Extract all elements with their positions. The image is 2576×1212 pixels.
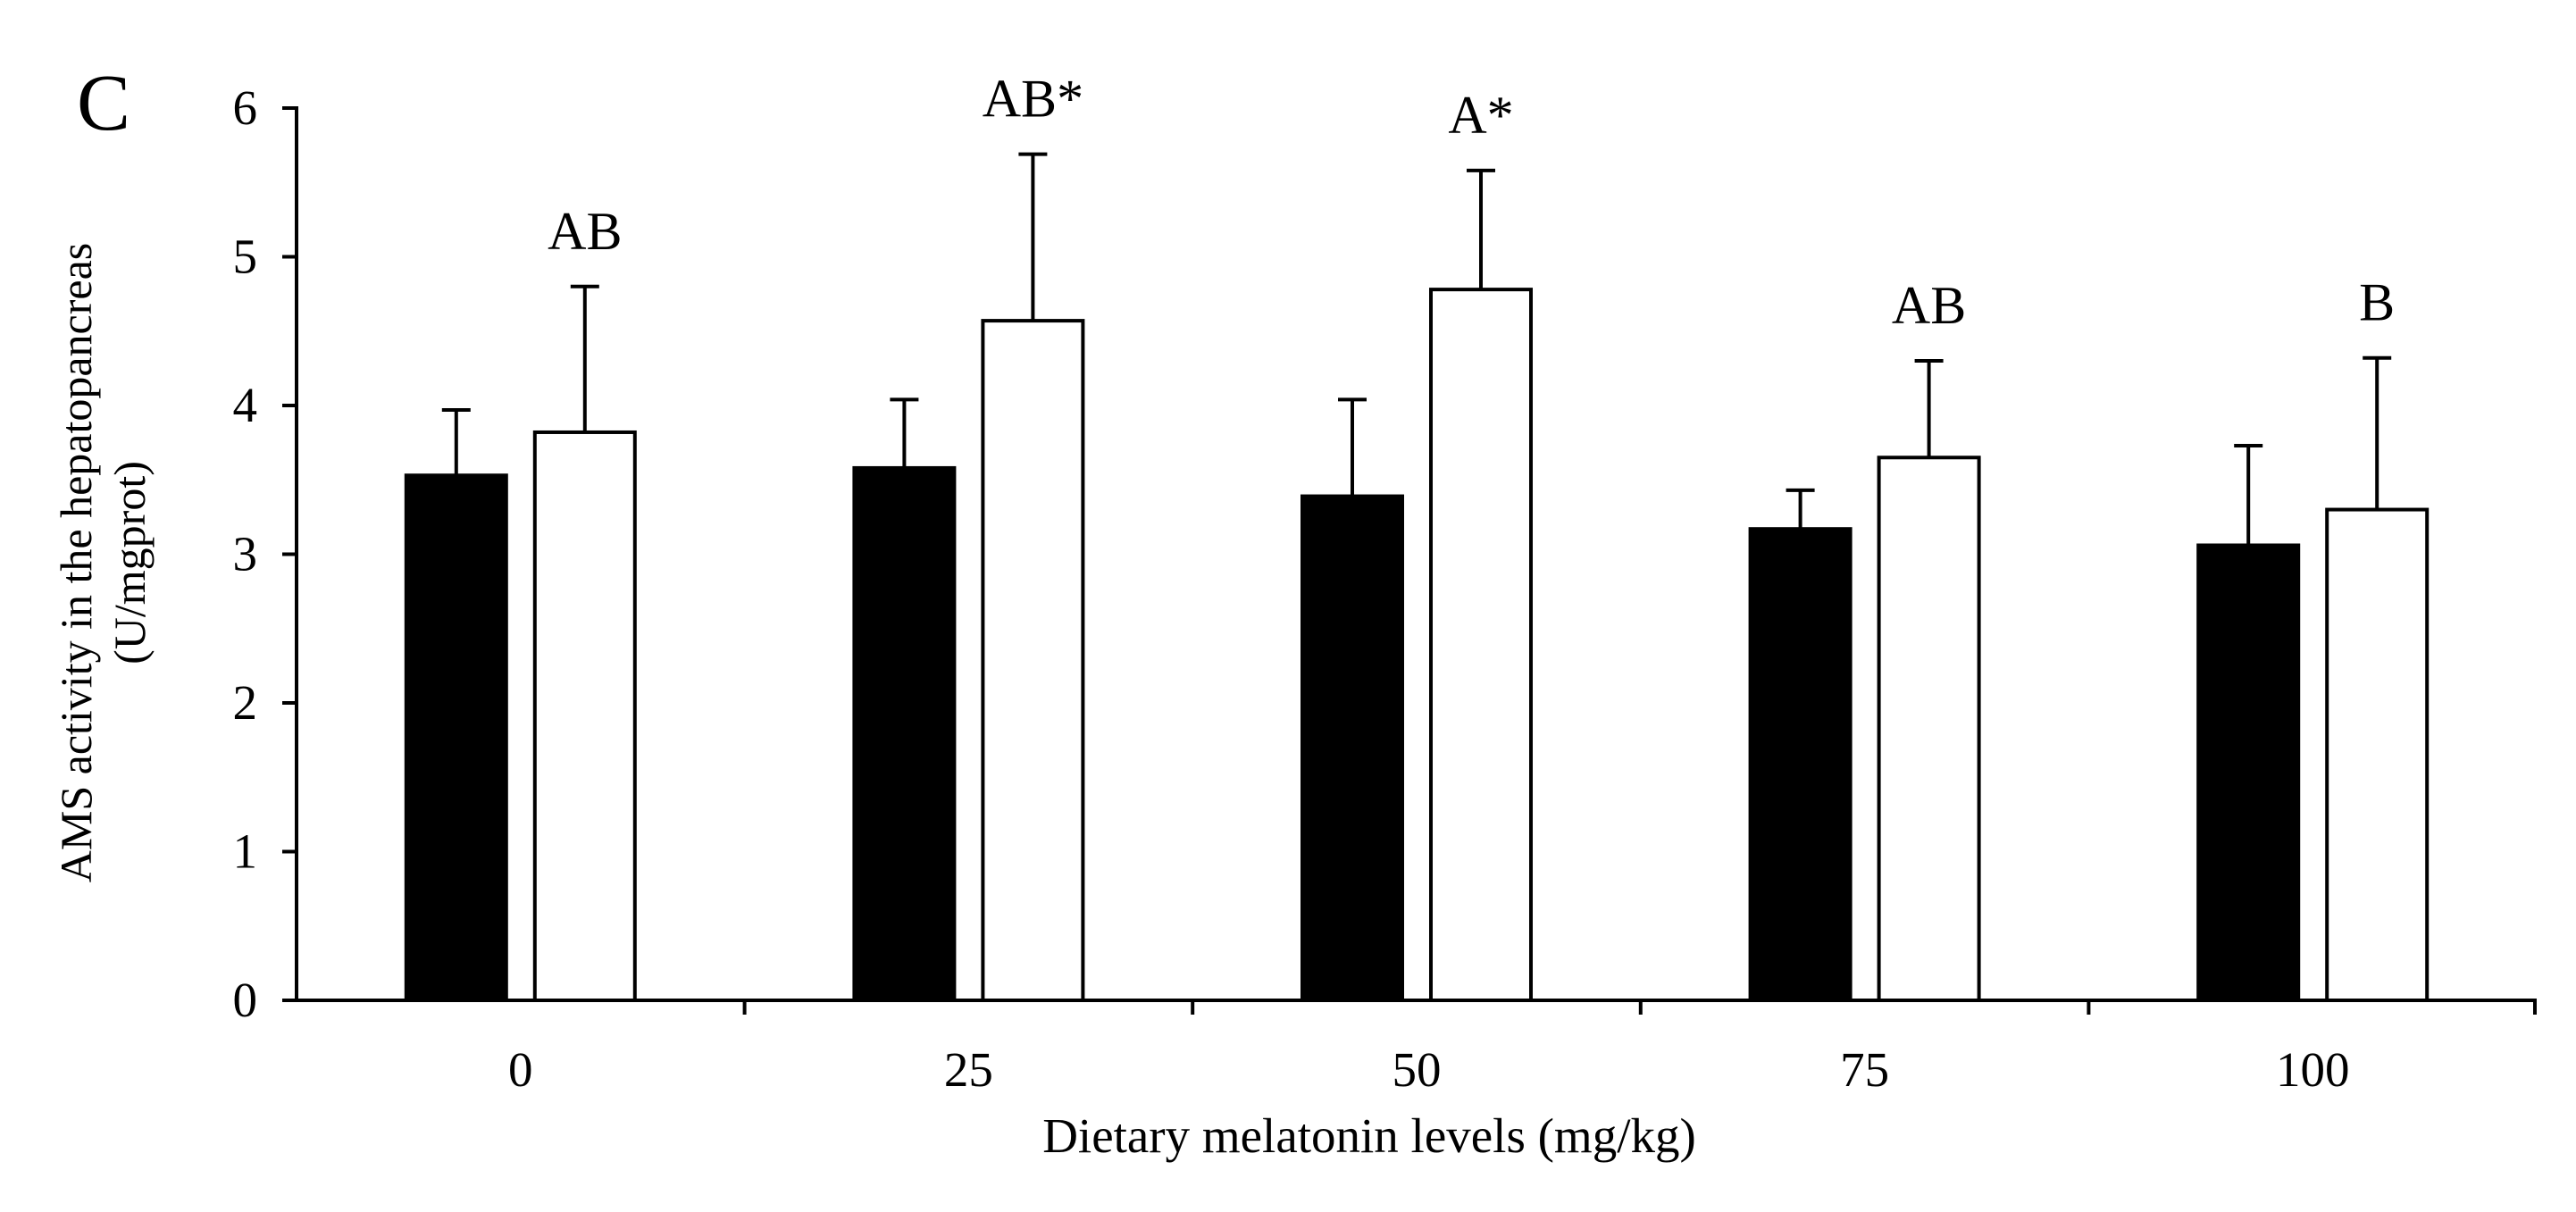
y-tick-label-4: 4 <box>233 378 258 432</box>
bar-black-100 <box>2196 543 2301 1002</box>
y-axis-title-line-1: AMS activity in the hepatopancreas <box>51 243 101 882</box>
bar-white-75 <box>1877 456 1981 1002</box>
x-axis-title: Dietary melatonin levels (mg/kg) <box>1042 1108 1696 1163</box>
bar-black-50 <box>1301 494 1404 1002</box>
y-tick-label-6: 6 <box>233 80 258 135</box>
y-tick-label-1: 1 <box>233 824 258 879</box>
x-tick-label-25: 25 <box>944 1042 993 1097</box>
bar-white-0 <box>532 430 637 1003</box>
y-tick-label-5: 5 <box>233 230 258 284</box>
panel-label: C <box>77 59 130 147</box>
x-tick-label-75: 75 <box>1840 1042 1889 1097</box>
significance-label-50: A* <box>1448 86 1513 145</box>
bar-white-25 <box>981 319 1085 1003</box>
x-tick-label-0: 0 <box>508 1042 533 1097</box>
x-tick-label-100: 100 <box>2276 1042 2350 1097</box>
significance-label-100: B <box>2359 273 2395 332</box>
y-axis-title-line-2: (U/mgprot) <box>105 461 155 665</box>
y-tick-label-2: 2 <box>233 675 258 730</box>
annotations-layer: AB AB* A* AB B <box>548 70 2395 335</box>
bar-black-75 <box>1748 527 1853 1002</box>
significance-label-0: AB <box>548 202 622 261</box>
bars-layer <box>404 288 2430 1003</box>
x-tick-label-50: 50 <box>1393 1042 1442 1097</box>
significance-label-25: AB* <box>983 70 1083 129</box>
y-tick-label-0: 0 <box>233 973 258 1027</box>
significance-label-75: AB <box>1892 276 1966 335</box>
error-bars-layer <box>441 152 2392 546</box>
y-tick-label-3: 3 <box>233 527 258 581</box>
y-ticks-layer: 0 1 2 3 4 5 6 <box>233 80 297 1027</box>
x-ticks-layer: 0 25 50 75 100 <box>508 1000 2537 1097</box>
bar-black-25 <box>852 465 957 1002</box>
bar-white-100 <box>2325 507 2430 1002</box>
bar-black-0 <box>404 473 508 1002</box>
bar-white-50 <box>1429 288 1533 1002</box>
y-axis-title: AMS activity in the hepatopancreas (U/mg… <box>51 243 155 882</box>
